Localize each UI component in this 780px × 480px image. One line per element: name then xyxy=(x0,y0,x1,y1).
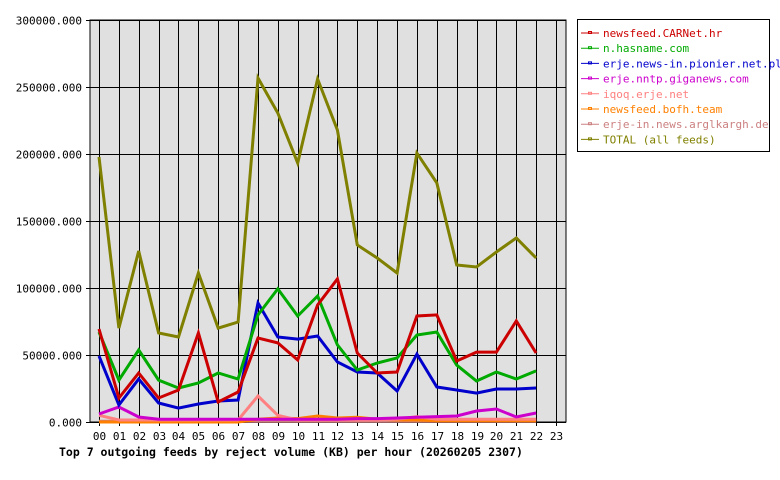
y-tick-label: 200000.000 xyxy=(16,149,82,162)
legend-marker-icon xyxy=(588,76,592,80)
legend-label: TOTAL (all feeds) xyxy=(603,133,716,146)
x-tick-label: 12 xyxy=(331,430,344,443)
x-tick-label: 13 xyxy=(351,430,364,443)
legend-marker-icon xyxy=(588,46,592,50)
legend-item: newsfeed.CARNet.hr xyxy=(581,27,723,40)
x-tick-label: 14 xyxy=(371,430,385,443)
legend: newsfeed.CARNet.hr n.hasname.com erje.news… xyxy=(577,19,780,152)
x-tick-label: 10 xyxy=(292,430,305,443)
series-line-3 xyxy=(98,405,537,421)
y-tick-label: 300000.000 xyxy=(16,15,82,28)
legend-item: n.hasname.com xyxy=(581,42,689,55)
x-tick-label: 04 xyxy=(172,430,186,443)
legend-item: TOTAL (all feeds) xyxy=(581,133,716,146)
chart-title: Top 7 outgoing feeds by reject volume (K… xyxy=(59,445,523,459)
legend-marker-icon xyxy=(588,122,592,126)
x-tick-label: 21 xyxy=(510,430,523,443)
legend-label: newsfeed.bofh.team xyxy=(603,103,723,116)
legend-marker-icon xyxy=(588,107,592,110)
legend-items: newsfeed.CARNet.hr n.hasname.com erje.news… xyxy=(581,27,780,146)
x-tick-label: 17 xyxy=(431,430,444,443)
series-line-1 xyxy=(97,286,537,390)
legend-label: erje.nntp.giganews.com xyxy=(603,73,749,86)
x-tick-label: 18 xyxy=(451,430,464,443)
legend-item: erje-in.news.arglkargh.de xyxy=(581,118,769,131)
x-tick-label: 23 xyxy=(550,430,563,443)
x-axis: 00 01 02 03 04 05 06 07 08 09 10 11 12 13 14 15 16 17 18 19… xyxy=(93,430,563,443)
series-line-2 xyxy=(97,298,537,410)
x-tick-label: 08 xyxy=(252,430,265,443)
x-tick-label: 03 xyxy=(153,430,166,443)
x-tick-label: 22 xyxy=(530,430,543,443)
legend-label: newsfeed.CARNet.hr xyxy=(603,27,723,40)
legend-item: newsfeed.bofh.team xyxy=(581,103,723,116)
x-tick-label: 11 xyxy=(312,430,325,443)
x-tick-label: 09 xyxy=(272,430,285,443)
series-line-0 xyxy=(97,275,538,405)
legend-marker-icon xyxy=(588,137,592,141)
y-axis: 0.000 50000.000 100000.000 150000.000 200000… xyxy=(16,15,82,430)
x-tick-label: 20 xyxy=(490,430,503,443)
legend-item: erje.nntp.giganews.com xyxy=(581,73,749,86)
plot-area: 0.00050000.000100000.000150000.000200000… xyxy=(16,15,567,443)
legend-label: erje-in.news.arglkargh.de xyxy=(603,118,769,131)
x-tick-label: 19 xyxy=(471,430,484,443)
y-tick-label: 150000.000 xyxy=(16,216,82,229)
legend-label: erje.news-in.pionier.net.pl xyxy=(603,57,780,70)
legend-marker-icon xyxy=(588,31,592,34)
x-tick-label: 02 xyxy=(133,430,146,443)
x-tick-label: 01 xyxy=(113,430,126,443)
y-tick-label: 250000.000 xyxy=(16,82,82,95)
legend-item: iqoq.erje.net xyxy=(581,88,689,101)
legend-box xyxy=(577,19,770,152)
legend-item: erje.news-in.pionier.net.pl xyxy=(581,57,780,70)
legend-marker-icon xyxy=(588,61,592,65)
y-tick-label: 50000.000 xyxy=(22,350,82,363)
x-tick-label: 06 xyxy=(212,430,225,443)
x-tick-label: 05 xyxy=(192,430,205,443)
legend-label: iqoq.erje.net xyxy=(603,88,689,101)
legend-marker-icon xyxy=(588,91,592,95)
y-tick-label: 0.000 xyxy=(49,417,82,430)
y-tick-label: 100000.000 xyxy=(16,283,82,296)
x-tick-label: 00 xyxy=(93,430,106,443)
series-lines xyxy=(97,73,538,424)
x-tick-label: 16 xyxy=(411,430,424,443)
series-line-7 xyxy=(97,73,538,339)
x-tick-label: 15 xyxy=(391,430,404,443)
x-tick-label: 07 xyxy=(232,430,245,443)
legend-label: n.hasname.com xyxy=(603,42,689,55)
